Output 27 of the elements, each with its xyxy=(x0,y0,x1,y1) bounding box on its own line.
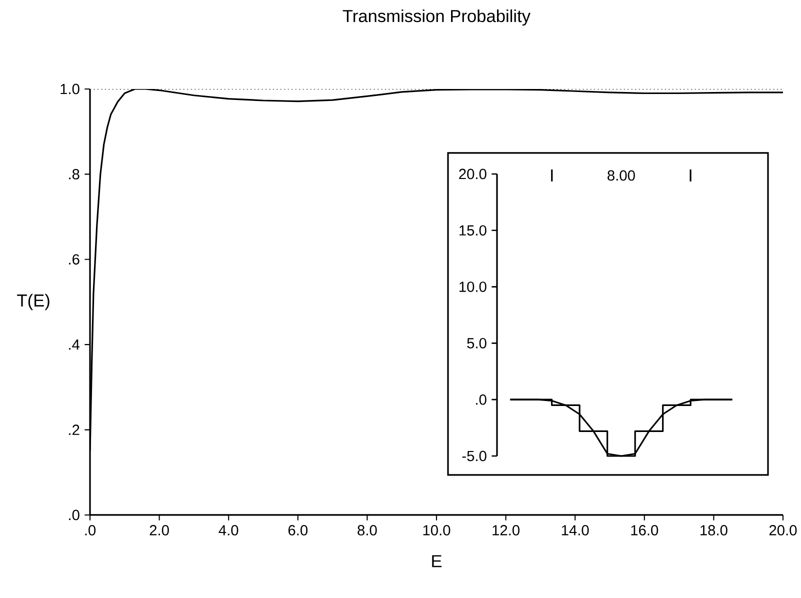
y-tick-label: .8 xyxy=(69,169,80,180)
x-tick-label: 8.0 xyxy=(358,525,377,536)
x-tick-label: .0 xyxy=(85,525,96,536)
x-tick-label: 10.0 xyxy=(423,525,450,536)
x-tick-label: 14.0 xyxy=(562,525,589,536)
y-tick-label: .4 xyxy=(69,340,80,350)
y-tick-label: 20.0 xyxy=(459,168,486,180)
annotation: 8.00 xyxy=(608,170,635,181)
y-tick-label: 15.0 xyxy=(460,225,486,236)
y-tick-label: -5.0 xyxy=(462,450,486,462)
y-tick-label: 10.0 xyxy=(460,282,486,292)
x-tick-label: 16.0 xyxy=(631,525,658,536)
x-tick-label: 6.0 xyxy=(288,525,308,536)
y-tick-label: .6 xyxy=(69,254,80,265)
y-tick-label: 1.0 xyxy=(60,84,80,94)
y-tick-label: .0 xyxy=(69,510,80,520)
x-tick-label: 2.0 xyxy=(150,525,169,536)
y-tick-label: .2 xyxy=(69,424,80,435)
x-tick-label: 20.0 xyxy=(769,525,797,536)
x-tick-label: 4.0 xyxy=(218,525,238,536)
x-tick-label: 18.0 xyxy=(700,525,728,536)
y-axis-title: T(E) xyxy=(17,294,50,310)
y-tick-label: .0 xyxy=(476,394,486,405)
chart-title: Transmission Probability xyxy=(342,9,531,26)
x-axis-title: E xyxy=(432,555,442,568)
y-tick-label: 5.0 xyxy=(467,338,486,348)
x-tick-label: 12.0 xyxy=(492,525,520,536)
